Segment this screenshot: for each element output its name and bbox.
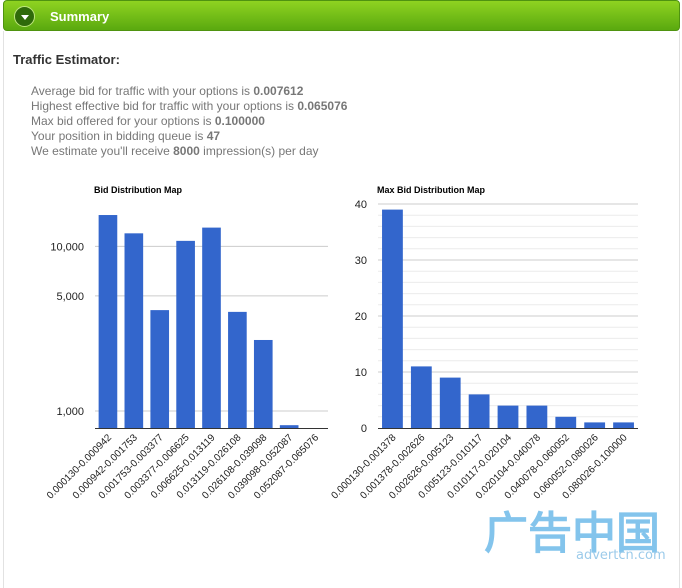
y-tick-label: 30: [355, 255, 367, 267]
bar: [584, 422, 606, 428]
y-tick-label: 40: [355, 199, 367, 211]
bar: [124, 233, 144, 428]
collapse-toggle-icon[interactable]: [14, 6, 35, 27]
summary-title: Summary: [50, 9, 110, 24]
max-bid-value: 0.100000: [214, 114, 265, 128]
bar: [468, 394, 490, 428]
bar: [382, 209, 403, 428]
y-tick-label: 0: [361, 423, 367, 435]
average-bid-value: 0.007612: [253, 84, 304, 98]
svg-text:advertcn.com: advertcn.com: [576, 548, 666, 563]
y-tick-label: 5,000: [56, 291, 84, 303]
y-tick-label: 10: [355, 367, 367, 379]
bar: [439, 377, 461, 428]
svg-text:广告中国: 广告中国: [484, 508, 660, 559]
summary-panel: [3, 31, 680, 588]
highest-bid-value: 0.065076: [297, 99, 348, 113]
bid-distribution-title: Bid Distribution Map: [94, 185, 182, 195]
estimator-stats: Average bid for traffic with your option…: [31, 84, 347, 159]
bar: [228, 311, 247, 428]
max-bid-distribution-title: Max Bid Distribution Map: [377, 185, 485, 195]
y-tick-label: 20: [355, 311, 367, 323]
bar: [98, 215, 118, 428]
bar: [176, 240, 195, 428]
watermark-logo: 广告中国 advertcn.com: [484, 508, 666, 563]
highest-bid-line: Highest effective bid for traffic with y…: [31, 99, 348, 113]
queue-position-line: Your position in bidding queue is 47: [31, 129, 221, 143]
traffic-estimator-title: Traffic Estimator:: [13, 52, 120, 67]
bar: [202, 227, 221, 428]
impressions-value: 8000: [173, 144, 200, 158]
max-bid-line: Max bid offered for your options is 0.10…: [31, 114, 265, 128]
queue-position-value: 47: [206, 129, 221, 143]
bar: [150, 310, 170, 428]
bar: [526, 405, 548, 428]
y-tick-label: 10,000: [50, 241, 84, 253]
y-tick-label: 1,000: [56, 406, 84, 418]
average-bid-line: Average bid for traffic with your option…: [31, 84, 304, 98]
summary-header[interactable]: Summary: [3, 0, 680, 31]
bar: [410, 366, 432, 428]
bar: [613, 422, 634, 428]
bar: [279, 425, 299, 428]
bar: [253, 339, 273, 428]
bar: [555, 416, 577, 428]
bar: [497, 405, 519, 428]
impressions-line: We estimate you'll receive 8000 impressi…: [31, 144, 319, 158]
